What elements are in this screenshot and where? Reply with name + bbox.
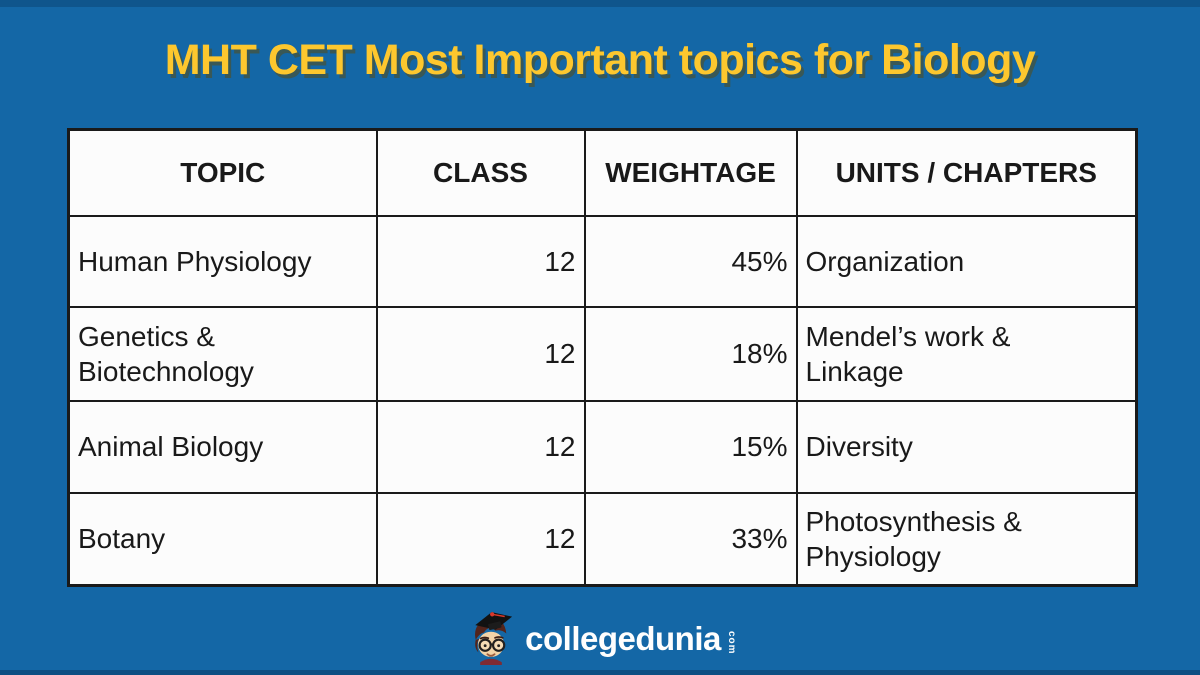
brand-wordmark: collegedunia (525, 619, 721, 657)
cell-weightage: 33% (583, 491, 798, 587)
cell-weightage: 18% (583, 305, 798, 402)
cell-units: Photosynthesis & Physiology (795, 491, 1138, 587)
brand-tld: com (725, 631, 737, 655)
cell-topic: Animal Biology (67, 399, 378, 494)
cell-weightage: 45% (583, 214, 798, 308)
cell-units: Organization (795, 214, 1138, 308)
header-weightage: WEIGHTAGE (583, 128, 798, 217)
collegedunia-mascot-icon (475, 612, 513, 665)
table-header-row: TOPIC CLASS WEIGHTAGE UNITS / CHAPTERS (67, 128, 1138, 217)
cell-topic: Genetics & Biotechnology (67, 305, 378, 402)
cell-class: 12 (375, 214, 586, 308)
cell-class: 12 (375, 399, 586, 494)
header-units-chapters: UNITS / CHAPTERS (795, 128, 1138, 217)
header-topic: TOPIC (67, 128, 378, 217)
cell-units: Mendel’s work & Linkage (795, 305, 1138, 402)
cell-weightage: 15% (583, 399, 798, 494)
table-row: Human Physiology 12 45% Organization (67, 214, 1138, 308)
cell-class: 12 (375, 305, 586, 402)
collegedunia-logo: collegedunia com (0, 609, 1200, 667)
table-row: Animal Biology 12 15% Diversity (67, 399, 1138, 494)
cell-topic: Human Physiology (67, 214, 378, 308)
header-class: CLASS (375, 128, 586, 217)
topics-table: TOPIC CLASS WEIGHTAGE UNITS / CHAPTERS H… (67, 128, 1138, 587)
cell-class: 12 (375, 491, 586, 587)
page-title: MHT CET Most Important topics for Biolog… (164, 36, 1036, 84)
cell-units: Diversity (795, 399, 1138, 494)
table-row: Botany 12 33% Photosynthesis & Physiolog… (67, 491, 1138, 587)
table-row: Genetics & Biotechnology 12 18% Mendel’s… (67, 305, 1138, 402)
cell-topic: Botany (67, 491, 378, 587)
